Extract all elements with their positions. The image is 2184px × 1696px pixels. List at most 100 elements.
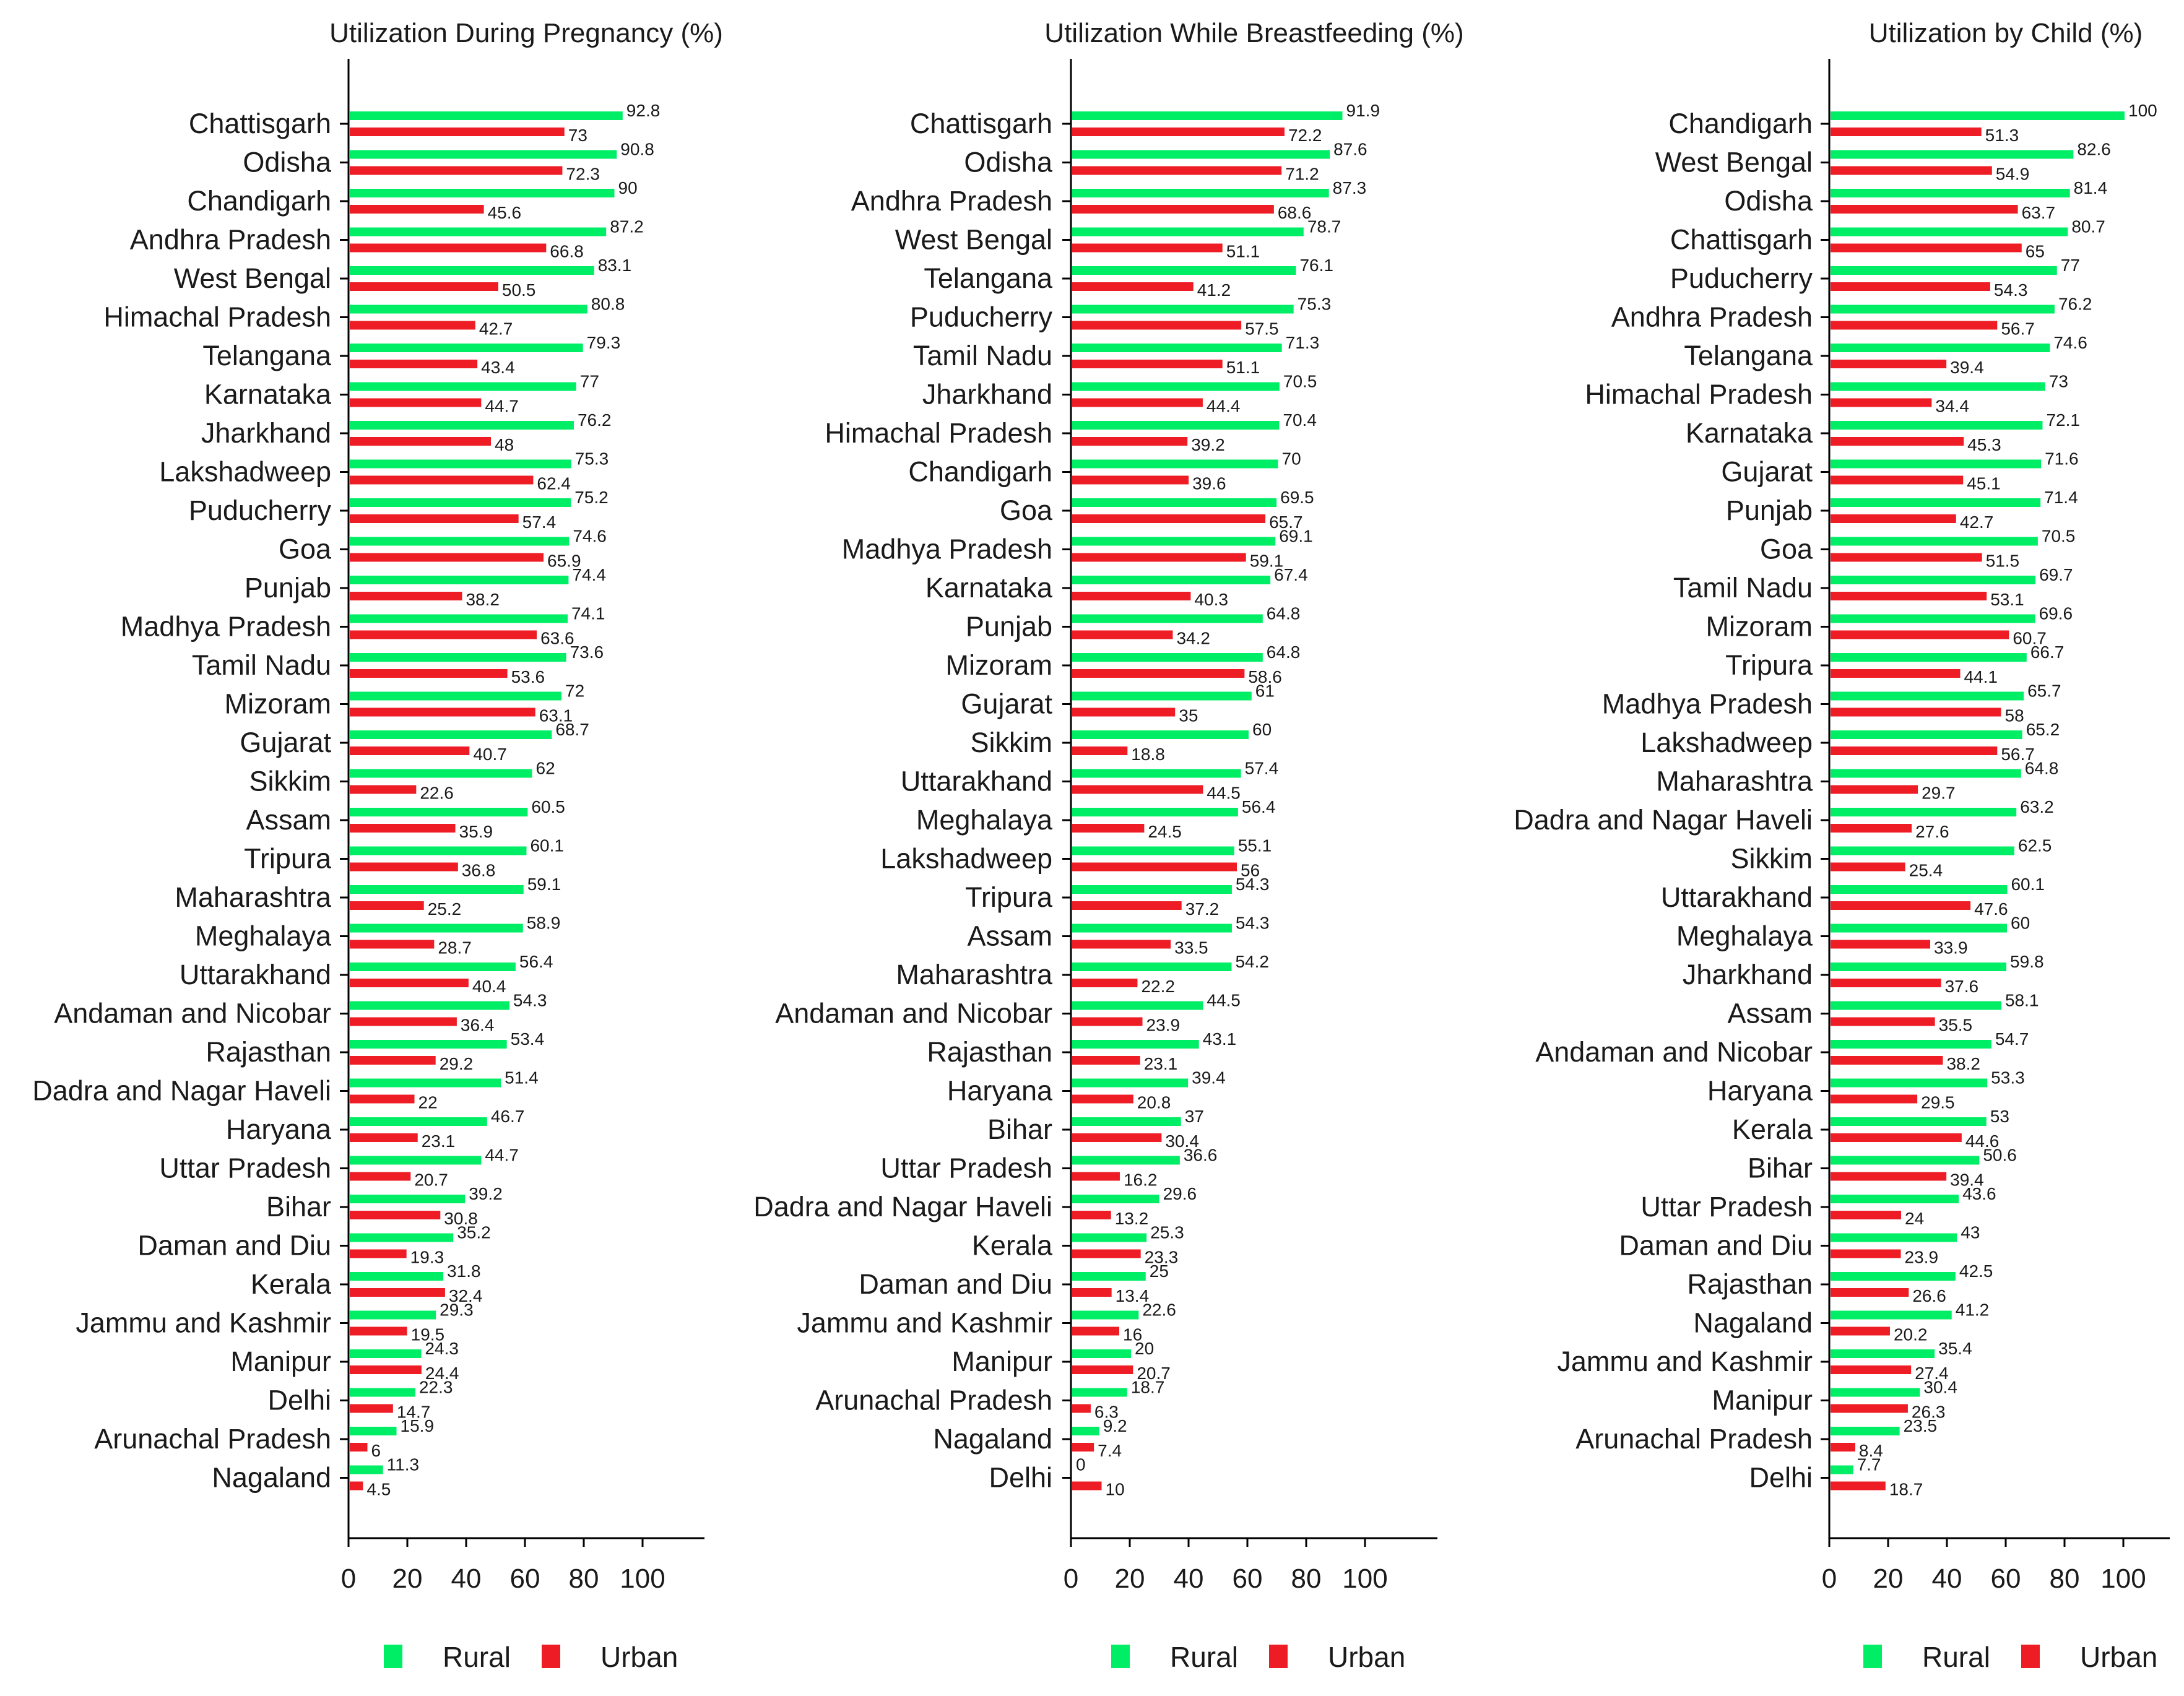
category-label: Mizoram [1705,611,1813,642]
bar-urban [1831,205,2018,214]
bar-rural [1072,344,1282,352]
bar-rural [1831,653,2027,662]
category-label: Rajasthan [927,1036,1052,1068]
bar-urban [1072,128,1285,136]
bar-rural [1072,924,1232,933]
category-label: Uttar Pradesh [880,1153,1052,1184]
category-label: Himachal Pradesh [1585,379,1813,410]
category-label: Bihar [1748,1153,1813,1184]
bar-rural [1831,227,2068,236]
bar-urban [350,1288,445,1297]
bar-urban [1831,1481,1886,1490]
bar-urban [1831,1133,1962,1142]
bar-urban [1831,1288,1909,1297]
category-label: Nagaland [212,1462,331,1494]
category-label: Puducherry [189,495,332,526]
category-label: Gujarat [961,688,1052,720]
data-label-urban: 7.4 [1098,1441,1122,1460]
bar-urban [350,1481,363,1490]
bar-rural [1831,498,2041,507]
category-label: Andhra Pradesh [130,224,331,256]
data-label-urban: 43.4 [481,358,515,377]
bar-urban [1072,1481,1102,1490]
data-label-urban: 44.5 [1207,784,1241,803]
category-label: Assam [246,804,331,836]
bar-rural [1072,808,1238,816]
data-label-urban: 36.4 [461,1016,495,1035]
bar-rural [1072,691,1252,701]
bar-urban [1831,1326,1890,1336]
data-label-rural: 66.7 [2030,642,2065,662]
data-label-rural: 54.3 [513,991,547,1010]
data-label-rural: 63.2 [2020,797,2054,816]
data-label-rural: 70.5 [1283,372,1317,391]
bar-urban [350,940,435,949]
bar-rural [1072,1117,1181,1126]
category-label: Bihar [987,1114,1052,1145]
data-label-rural: 74.6 [2053,333,2087,352]
data-label-rural: 77 [580,372,599,391]
data-label-urban: 39.4 [1950,1170,1984,1190]
category-label: Mizoram [224,688,331,720]
bar-urban [1072,901,1182,910]
data-label-urban: 50.5 [502,280,536,300]
bar-urban [1072,205,1274,214]
bar-rural [1831,344,2050,352]
data-label-rural: 56.4 [1242,797,1275,816]
bar-rural [1072,1388,1127,1397]
category-label: West Bengal [895,224,1052,256]
data-label-urban: 24 [1905,1209,1924,1228]
data-label-rural: 69.7 [2039,565,2073,584]
data-label-urban: 39.2 [1191,435,1225,454]
bar-rural [1072,266,1296,275]
x-tick-label: 60 [510,1564,540,1594]
bar-rural [1831,691,2024,701]
data-label-urban: 45.1 [1967,474,2001,493]
category-label: Uttarakhand [901,766,1052,797]
bar-rural [1831,1310,1952,1320]
data-label-urban: 25.2 [428,899,462,919]
data-label-urban: 56.7 [2001,319,2035,339]
bar-urban [1072,1133,1162,1142]
legend-swatch-urban [1269,1645,1288,1668]
bar-urban [1072,1404,1091,1413]
bar-rural [1831,111,2125,120]
bar-urban [1072,321,1242,330]
data-label-rural: 72.1 [2046,410,2080,430]
bar-urban [350,553,544,562]
bar-rural [350,421,574,430]
bar-rural [1831,421,2043,430]
bar-rural [1831,846,2014,855]
bar-rural [1072,305,1294,314]
category-label: Telangana [924,262,1053,294]
category-label: Uttar Pradesh [159,1153,331,1184]
category-label: Madhya Pradesh [1602,688,1813,720]
category-label: Karnataka [925,572,1053,604]
category-label: Maharashtra [175,881,332,913]
data-label-rural: 67.4 [1274,565,1308,584]
bar-rural [350,885,524,894]
bar-rural [1072,885,1232,894]
category-label: Daman and Diu [137,1230,331,1261]
category-label: Jammu and Kashmir [76,1307,331,1339]
bar-urban [350,437,491,446]
data-label-rural: 64.8 [1267,604,1301,623]
x-tick-label: 40 [451,1564,482,1594]
data-label-urban: 65.7 [1269,513,1303,532]
x-tick-label: 80 [1291,1564,1322,1594]
bar-urban [350,669,508,678]
data-label-rural: 51.4 [505,1068,539,1088]
category-label: Jammu and Kashmir [1557,1346,1813,1377]
bar-rural [1072,1156,1180,1165]
data-label-rural: 22.3 [419,1378,453,1397]
category-label: Goa [279,534,332,565]
category-label: Nagaland [933,1423,1052,1455]
bar-urban [1072,1056,1140,1065]
category-label: Maharashtra [896,959,1053,990]
category-label: Telangana [1684,340,1813,371]
data-label-rural: 44.5 [1207,991,1241,1010]
bar-rural [1831,1388,1920,1397]
bar-rural [350,266,594,275]
bar-rural [350,963,516,971]
bar-rural [1072,421,1280,430]
